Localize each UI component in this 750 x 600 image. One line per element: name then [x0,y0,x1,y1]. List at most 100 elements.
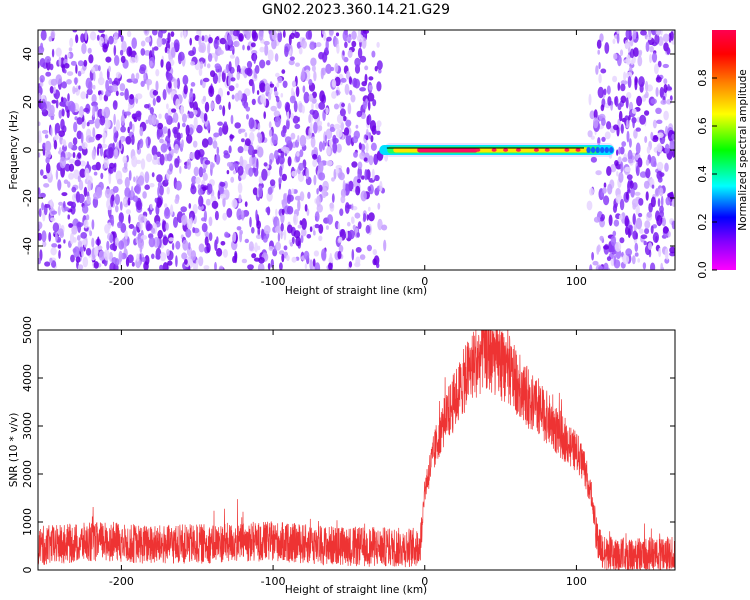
heatmap-noise-cell [139,126,144,137]
heatmap-noise-cell [360,190,367,202]
heatmap-noise-cell [74,159,81,167]
heatmap-noise-cell [612,38,616,44]
heatmap-noise-cell [638,198,644,206]
heatmap-noise-cell [127,126,130,134]
heatmap-noise-cell [318,124,323,132]
heatmap-noise-cell [374,174,380,182]
heatmap-noise-cell [627,180,631,193]
heatmap-noise-cell [144,104,150,109]
heatmap-noise-cell [162,220,167,233]
heatmap-noise-cell [239,155,244,168]
heatmap-noise-cell [601,136,606,142]
heatmap-noise-cell [348,229,355,240]
heatmap-noise-cell [376,120,382,128]
heatmap-noise-cell [282,80,288,89]
heatmap-noise-cell [220,241,226,246]
heatmap-noise-cell [650,196,656,208]
heatmap-noise-cell [70,60,77,66]
heatmap-noise-cell [268,245,274,251]
heatmap-noise-cell [80,33,85,43]
heatmap-noise-cell [72,137,78,146]
heatmap-noise-cell [125,136,132,145]
heatmap-noise-cell [159,153,165,166]
heatmap-noise-cell [664,162,669,172]
heatmap-noise-cell [376,60,383,71]
heatmap-noise-cell [644,110,650,116]
heatmap-noise-cell [128,224,135,229]
heatmap-noise-cell [327,214,333,225]
heatmap-noise-cell [632,213,636,225]
heatmap-noise-cell [88,136,95,143]
heatmap-noise-cell [636,95,643,107]
heatmap-noise-cell [230,176,235,183]
heatmap-noise-cell [51,243,58,248]
heatmap-noise-cell [222,249,228,258]
heatmap-noise-cell [279,165,283,177]
heatmap-noise-cell [91,237,95,248]
heatmap-noise-cell [182,239,189,251]
heatmap-noise-cell [152,89,159,96]
bottom-y-axis-label: SNR (10 * v/v) [8,413,20,488]
heatmap-noise-cell [335,168,340,174]
heatmap-noise-cell [131,134,135,146]
heatmap-noise-cell [625,191,629,200]
heatmap-noise-cell [78,85,81,90]
heatmap-noise-cell [251,98,256,106]
heatmap-noise-cell [600,68,607,74]
heatmap-noise-cell [297,199,301,212]
heatmap-noise-cell [226,162,232,167]
heatmap-noise-cell [119,49,124,56]
heatmap-noise-cell [291,170,297,177]
heatmap-noise-cell [606,121,612,130]
heatmap-noise-cell [247,144,255,156]
heatmap-noise-cell [50,217,56,222]
heatmap-noise-cell [86,195,91,205]
heatmap-noise-cell [618,171,624,183]
heatmap-noise-cell [248,167,254,177]
heatmap-noise-cell [592,260,599,266]
heatmap-noise-cell [377,202,381,210]
heatmap-noise-cell [248,131,255,143]
heatmap-noise-cell [274,225,282,233]
heatmap-noise-cell [175,240,181,250]
heatmap-noise-cell [68,141,73,149]
heatmap-noise-cell [152,97,156,106]
heatmap-noise-cell [241,138,245,143]
x-tick-label: -200 [109,275,134,288]
heatmap-noise-cell [313,250,319,257]
heatmap-noise-cell [93,261,99,269]
heatmap-noise-cell [139,220,143,231]
heatmap-noise-cell [174,198,179,204]
heatmap-noise-cell [647,242,653,250]
heatmap-noise-cell [67,71,74,76]
heatmap-noise-cell [114,237,119,247]
heatmap-noise-cell [55,47,62,57]
heatmap-noise-cell [650,30,657,36]
heatmap-noise-cell [292,115,299,124]
heatmap-noise-cell [634,76,638,86]
heatmap-noise-cell [357,47,363,59]
signal-band-blob [533,148,539,152]
heatmap-noise-cell [166,103,169,110]
heatmap-noise-cell [345,119,352,128]
heatmap-noise-cell [151,47,155,57]
heatmap-noise-cell [76,117,83,125]
heatmap-noise-cell [667,84,670,90]
heatmap-noise-cell [315,42,322,48]
heatmap-noise-cell [256,158,259,171]
heatmap-noise-cell [246,114,249,120]
heatmap-noise-cell [304,204,308,212]
heatmap-noise-cell [299,149,304,158]
heatmap-noise-cell [151,253,155,260]
heatmap-noise-cell [260,93,266,104]
heatmap-noise-cell [121,40,127,53]
heatmap-noise-cell [151,172,155,178]
heatmap-noise-cell [249,216,252,228]
heatmap-noise-cell [109,243,116,251]
heatmap-noise-cell [650,225,654,234]
heatmap-noise-cell [324,134,327,142]
heatmap-noise-cell [188,203,192,209]
heatmap-noise-cell [359,87,366,92]
heatmap-noise-cell [290,132,296,140]
heatmap-noise-cell [300,70,305,82]
